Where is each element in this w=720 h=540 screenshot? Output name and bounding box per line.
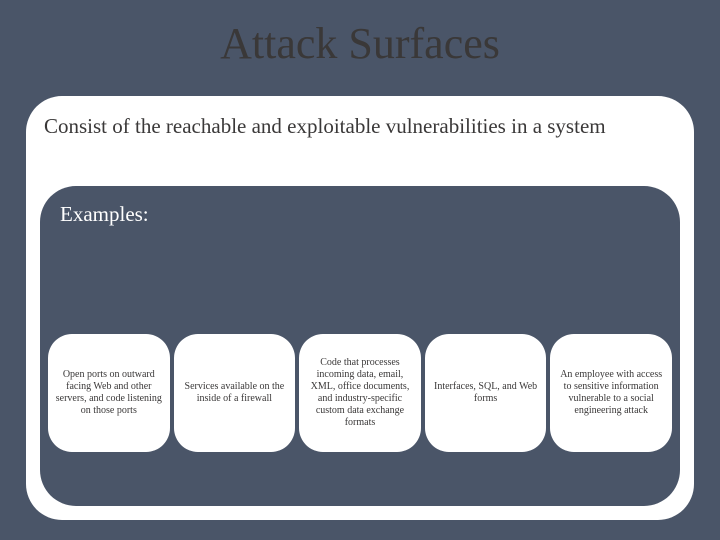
example-card: An employee with access to sensitive inf…: [550, 334, 672, 452]
examples-label: Examples:: [60, 202, 149, 227]
card-text: Interfaces, SQL, and Web forms: [431, 381, 541, 405]
card-text: An employee with access to sensitive inf…: [556, 369, 666, 417]
example-card: Interfaces, SQL, and Web forms: [425, 334, 547, 452]
card-text: Code that processes incoming data, email…: [305, 357, 415, 429]
card-text: Services available on the inside of a fi…: [180, 381, 290, 405]
definition-text: Consist of the reachable and exploitable…: [44, 114, 676, 139]
examples-panel: Examples: Open ports on outward facing W…: [40, 186, 680, 506]
slide-title: Attack Surfaces: [0, 0, 720, 69]
example-card: Services available on the inside of a fi…: [174, 334, 296, 452]
example-card: Open ports on outward facing Web and oth…: [48, 334, 170, 452]
example-card: Code that processes incoming data, email…: [299, 334, 421, 452]
main-panel: Consist of the reachable and exploitable…: [26, 96, 694, 520]
cards-row: Open ports on outward facing Web and oth…: [48, 334, 672, 452]
card-text: Open ports on outward facing Web and oth…: [54, 369, 164, 417]
